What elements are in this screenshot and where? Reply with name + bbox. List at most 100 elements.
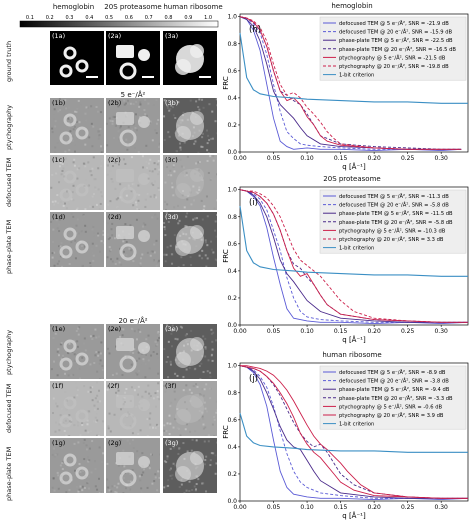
x-tick-label: 0.00 xyxy=(233,155,247,162)
frc-chart-hemoglobin: 0.0 0.2 0.4 0.6 0.8 1.0 0.00 0.05 0.10 0.15 0.20 0.… xyxy=(222,13,469,171)
legend-entry: ptychography @ 20 e⁻/Å², SNR = 3.9 dB xyxy=(339,412,444,419)
series-line xyxy=(239,365,468,499)
row-label-phaseplate-20: phase-plate TEM xyxy=(5,446,13,501)
tile-label: (1a) xyxy=(52,32,66,40)
tile-label: (3g) xyxy=(165,439,179,447)
micrograph-image xyxy=(50,438,104,493)
tile-label: (2e) xyxy=(108,325,122,333)
image-tile: (2c) xyxy=(106,155,160,210)
row-label-phaseplate-5: phase-plate TEM xyxy=(5,219,13,274)
dose-label-5: 5 e⁻/Å² xyxy=(120,91,146,99)
micrograph-image xyxy=(106,381,160,436)
tile-label: (2d) xyxy=(108,213,122,221)
series-line xyxy=(239,16,462,150)
image-tile: (3a) xyxy=(163,31,217,85)
micrograph-image xyxy=(163,155,217,210)
scale-tick-label: 0.9 xyxy=(184,15,192,21)
micrograph-image xyxy=(50,31,104,85)
image-tile: (1d) xyxy=(50,212,104,267)
legend-box xyxy=(319,16,467,81)
tile-label: (3a) xyxy=(165,32,179,40)
legend-entry: phase-plate TEM @ 5 e⁻/Å², SNR = -9.4 dB xyxy=(339,386,450,393)
series-line xyxy=(239,189,469,325)
legend-entry: phase-plate TEM @ 20 e⁻/Å², SNR = -16.5 … xyxy=(339,46,456,53)
image-tile: (2d) xyxy=(106,212,160,267)
image-tile: (3f) xyxy=(163,381,217,436)
micrograph-image xyxy=(163,324,217,379)
x-tick-label: 0.05 xyxy=(267,504,281,511)
image-tile: (2f) xyxy=(106,381,160,436)
y-axis-label: FRC xyxy=(222,425,230,439)
y-tick-label: 0.2 xyxy=(227,295,237,302)
micrograph-image xyxy=(50,324,104,379)
legend-entry: defocused TEM @ 20 e⁻/Å², SNR = -5.8 dB xyxy=(339,202,449,209)
tile-label: (1d) xyxy=(52,213,66,221)
tile-label: (1e) xyxy=(52,325,66,333)
scale-tick-label: 0.4 xyxy=(85,15,93,21)
y-axis-label: FRC xyxy=(222,249,230,263)
column-header-proteasome: 20S proteasome xyxy=(104,3,162,11)
x-tick-label: 0.30 xyxy=(434,328,448,335)
image-tile: (2b) xyxy=(106,98,160,153)
legend-entry: 1-bit criterion xyxy=(339,246,374,252)
column-header-hemoglobin: hemoglobin xyxy=(52,3,95,11)
y-tick-label: 0.2 xyxy=(227,122,237,129)
image-grid: hemoglobin 20S proteasome human ribosome… xyxy=(0,0,223,526)
series-line xyxy=(239,16,462,152)
tile-label: (3d) xyxy=(165,213,179,221)
micrograph-image xyxy=(163,31,217,85)
dose-label-20: 20 e⁻/Å² xyxy=(118,317,148,325)
micrograph-image xyxy=(50,155,104,210)
panel-label: (h) xyxy=(249,25,261,35)
series-line xyxy=(239,16,462,150)
legend-entry: defocused TEM @ 20 e⁻/Å², SNR = -3.8 dB xyxy=(339,378,449,385)
x-tick-label: 0.20 xyxy=(367,328,381,335)
frc-plots: hemoglobin 20S proteasome human ribosome… xyxy=(222,0,474,526)
micrograph-image xyxy=(50,98,104,153)
image-tile: (1b) xyxy=(50,98,104,153)
image-tile: (3c) xyxy=(163,155,217,210)
x-tick-label: 0.30 xyxy=(434,504,448,511)
legend-entry: defocused TEM @ 5 e⁻/Å², SNR = -11.3 dB xyxy=(339,193,449,200)
y-tick-label: 0.6 xyxy=(227,68,237,75)
plot-title-ribosome: human ribosome xyxy=(322,351,382,359)
row-label-defocused-20: defocused TEM xyxy=(5,383,13,433)
micrograph-image xyxy=(106,98,160,153)
micrograph-image xyxy=(163,98,217,153)
scale-tick-label: 0.7 xyxy=(145,15,153,21)
legend-entry: phase-plate TEM @ 5 e⁻/Å², SNR = -11.5 d… xyxy=(339,210,453,217)
y-tick-label: 0.8 xyxy=(227,41,237,48)
x-axis-label: q [Å⁻¹] xyxy=(342,511,366,520)
y-tick-label: 0.4 xyxy=(227,268,237,275)
micrograph-image xyxy=(50,381,104,436)
column-header-ribosome: human ribosome xyxy=(163,3,223,11)
row-label-ptychography-5: ptychography xyxy=(5,104,13,150)
x-tick-label: 0.20 xyxy=(367,504,381,511)
y-tick-label: 0.0 xyxy=(227,149,237,156)
x-tick-label: 0.15 xyxy=(334,155,348,162)
micrograph-image xyxy=(50,212,104,267)
panel-label: (j) xyxy=(249,374,258,384)
series-line xyxy=(239,205,468,277)
image-tile: (3b) xyxy=(163,98,217,153)
y-tick-label: 0.2 xyxy=(227,471,237,478)
y-tick-label: 0.6 xyxy=(227,417,237,424)
series-line xyxy=(240,365,468,499)
scale-tick-label: 0.6 xyxy=(125,15,133,21)
image-tile: (1e) xyxy=(50,324,104,379)
y-tick-label: 0.0 xyxy=(227,322,237,329)
tile-label: (1g) xyxy=(52,439,66,447)
legend-entry: ptychography @ 5 e⁻/Å², SNR = -21.5 dB xyxy=(339,54,446,61)
legend-box xyxy=(319,189,467,254)
row-label-ground-truth: ground truth xyxy=(5,40,13,82)
series-line xyxy=(239,189,468,323)
scale-tick-label: 0.3 xyxy=(66,15,74,21)
series-line xyxy=(239,412,468,453)
x-tick-label: 0.10 xyxy=(300,504,314,511)
tile-label: (2c) xyxy=(108,156,121,164)
y-tick-label: 0.8 xyxy=(227,214,237,221)
x-tick-label: 0.20 xyxy=(367,155,381,162)
tile-label: (2g) xyxy=(108,439,122,447)
image-tile: (1c) xyxy=(50,155,104,210)
row-label-ptychography-20: ptychography xyxy=(5,329,13,375)
